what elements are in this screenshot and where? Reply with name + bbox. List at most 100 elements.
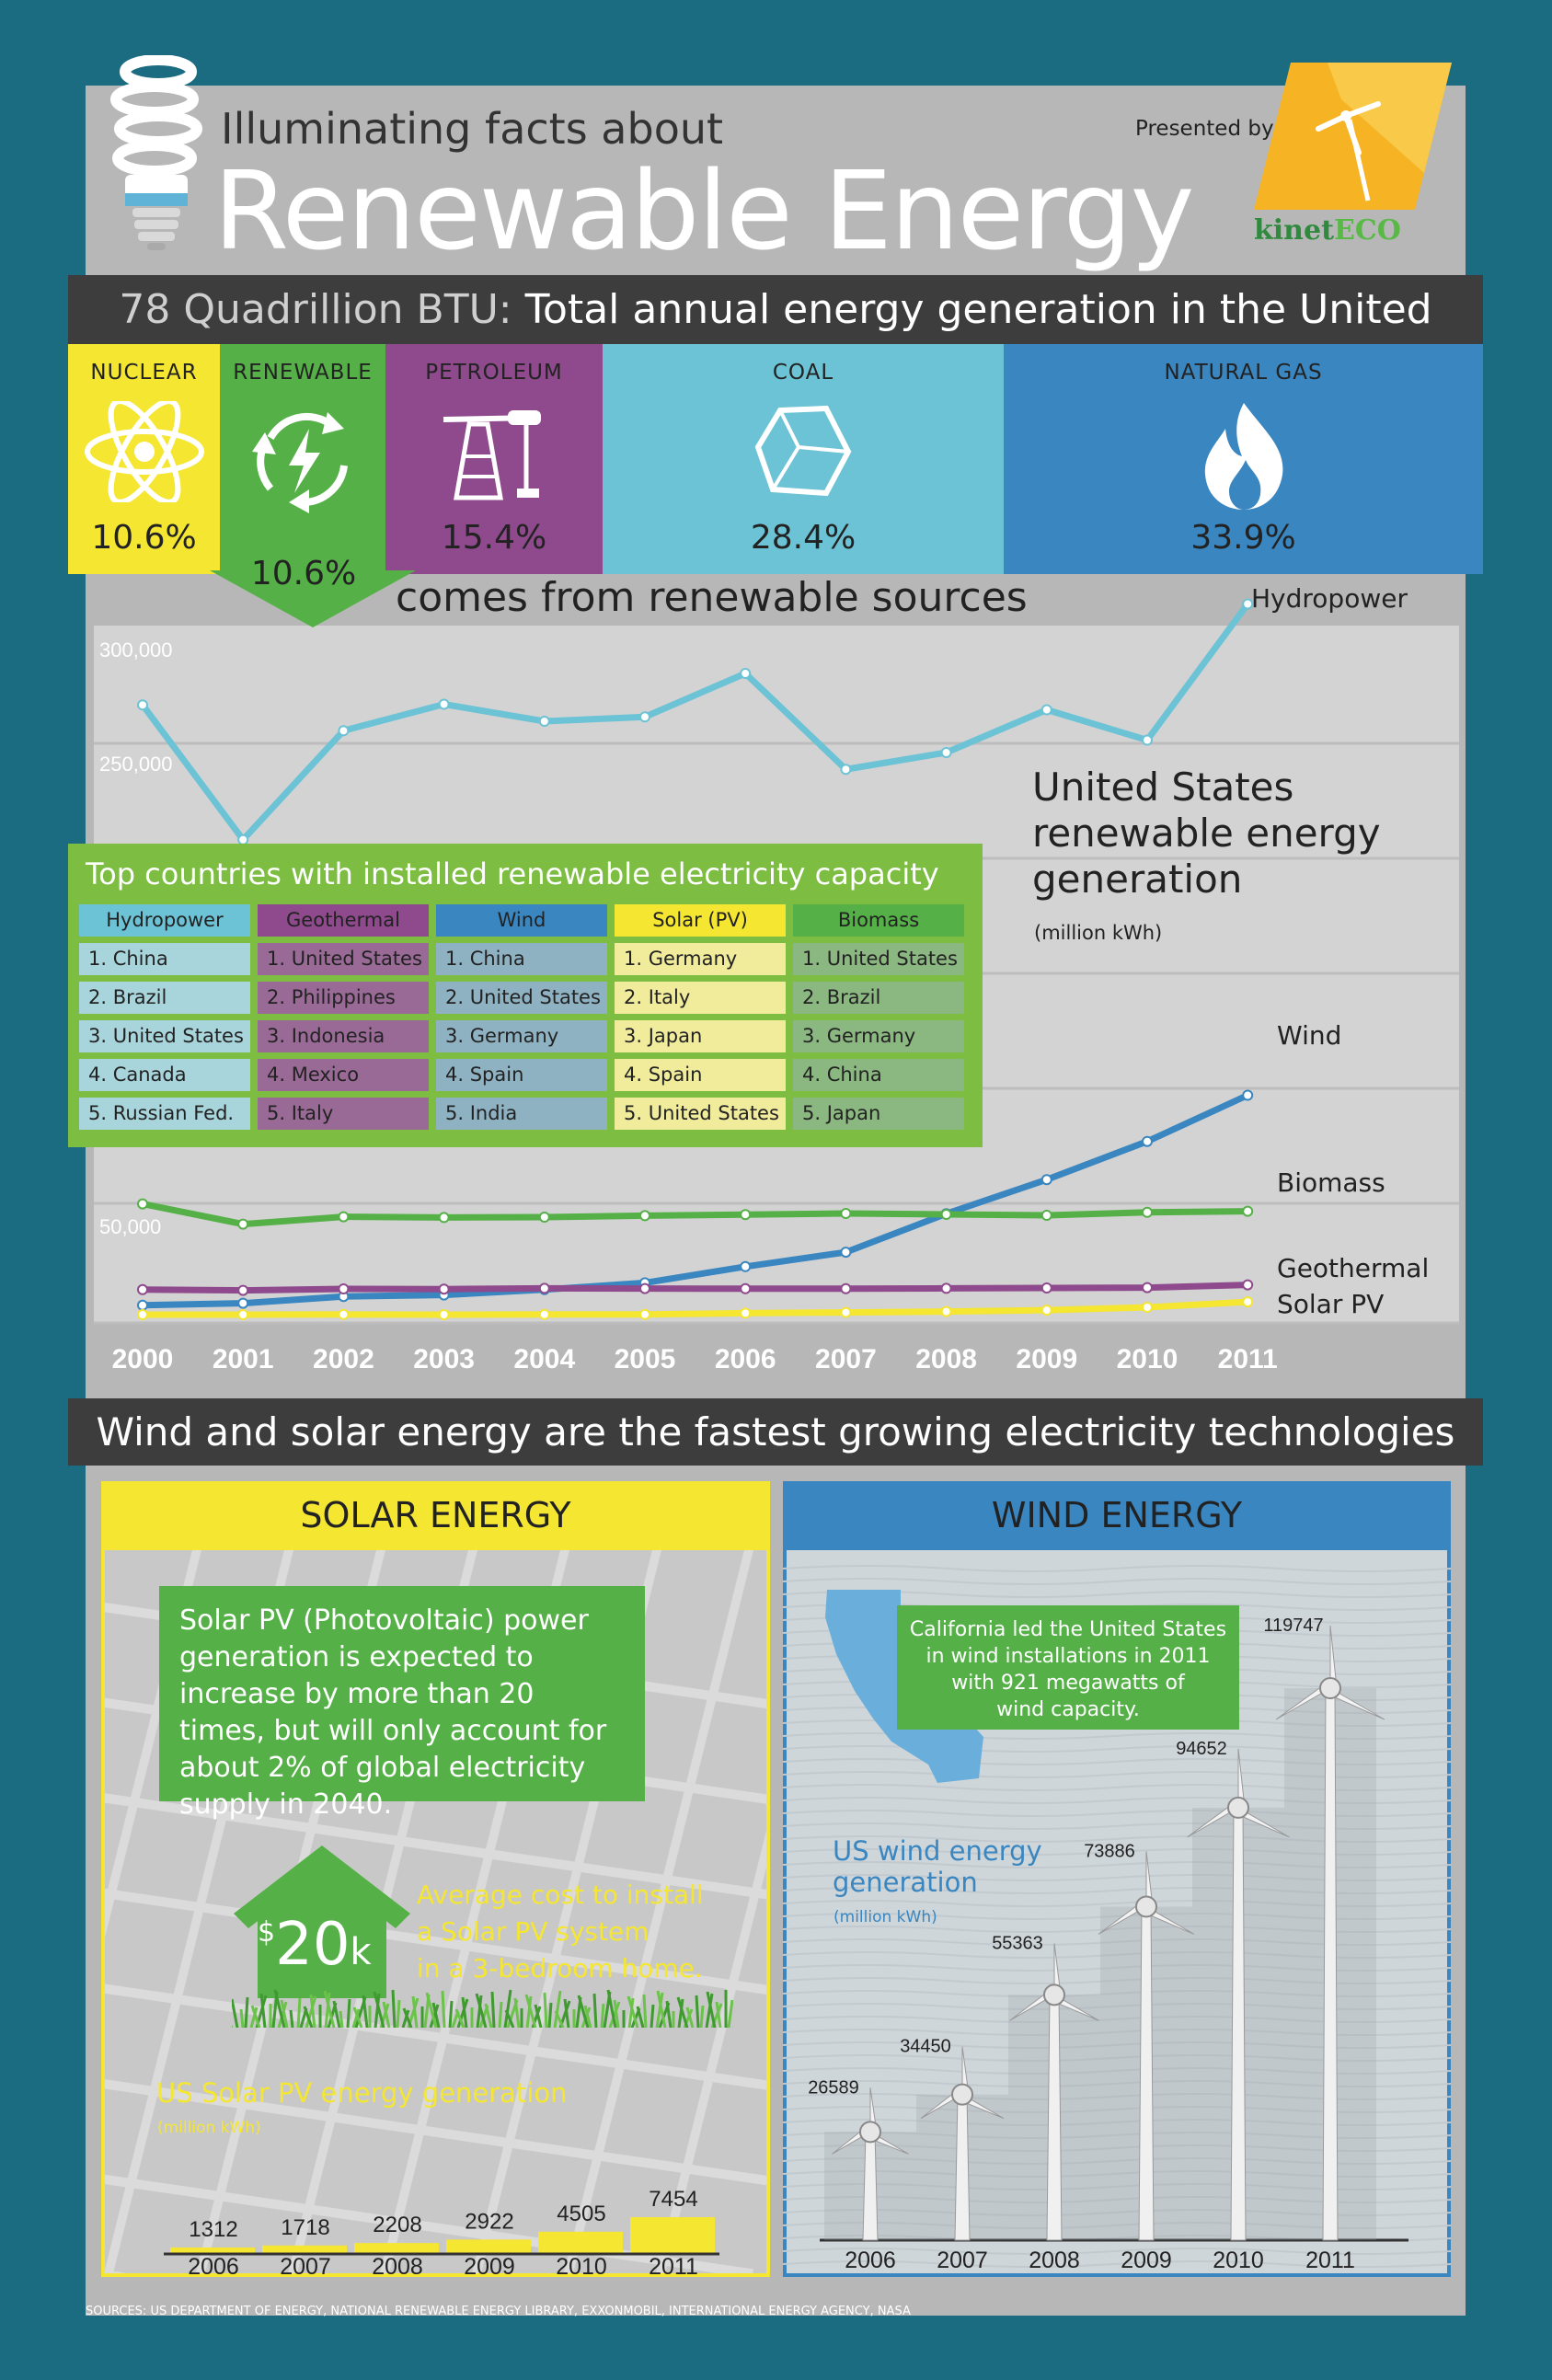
grass-blade xyxy=(484,2003,493,2028)
solar-bar xyxy=(630,2217,715,2254)
wave-line xyxy=(783,2260,1451,2268)
grass-blade xyxy=(525,1995,533,2028)
solar-x-label: 2007 xyxy=(280,2254,331,2280)
grass-blade xyxy=(431,2002,441,2028)
grass-blade xyxy=(232,1998,239,2028)
solar-bar-label: 1718 xyxy=(281,2215,329,2240)
grass-blade xyxy=(627,1997,635,2028)
country-cell: 3. Japan xyxy=(615,1020,786,1052)
column-header: Wind xyxy=(436,904,607,937)
grass-blade xyxy=(454,2008,466,2028)
turbine-hub xyxy=(951,2083,973,2106)
grass-blade xyxy=(352,2006,363,2028)
grass-blade xyxy=(650,2004,655,2028)
grass-blade xyxy=(547,2002,553,2028)
column-header: Hydropower xyxy=(79,904,250,937)
grass-blade xyxy=(705,1993,714,2028)
sources-footer: SOURCES: US DEPARTMENT OF ENERGY, NATION… xyxy=(86,2305,911,2318)
solar-bar xyxy=(538,2231,623,2254)
grass-blade xyxy=(309,1994,316,2028)
country-cell: 4. Spain xyxy=(436,1059,607,1091)
grass-blade xyxy=(411,1995,419,2028)
grass-blade xyxy=(655,1992,664,2028)
growth-bar: Wind and solar energy are the fastest gr… xyxy=(68,1398,1483,1466)
avg-cost-line: in a 3-bedroom home. xyxy=(417,1953,703,1983)
country-cell: 4. Mexico xyxy=(258,1059,429,1091)
grass-blade xyxy=(683,2008,694,2028)
turbine-hub xyxy=(1227,1796,1249,1819)
country-cell: 4. Canada xyxy=(79,1059,250,1091)
avg-cost-line: Average cost to install xyxy=(417,1880,704,1910)
grass-blade xyxy=(346,1998,351,2028)
grass-blade xyxy=(475,1993,488,2028)
grass-decoration xyxy=(232,1989,733,2028)
top-countries-column: Geothermal 1. United States 2. Philippines… xyxy=(258,904,429,1130)
grass-blade xyxy=(280,1999,289,2028)
grass-blade xyxy=(543,1992,548,2028)
grass-blade xyxy=(396,1999,401,2028)
grass-blade xyxy=(695,1995,700,2028)
wind-value-label: 34450 xyxy=(900,2037,951,2057)
solar-bar xyxy=(354,2243,439,2254)
solar-bar-label: 2208 xyxy=(373,2213,421,2237)
grass-blade xyxy=(513,1997,521,2028)
grass-blade xyxy=(706,1991,717,2028)
wind-x-label: 2008 xyxy=(1029,2248,1080,2273)
country-cell: 2. Brazil xyxy=(79,982,250,1014)
solar-bar xyxy=(170,2247,255,2254)
solar-bar-label: 7454 xyxy=(649,2187,697,2212)
grass-blade xyxy=(289,2009,294,2028)
renewable-sources-text: comes from renewable sources xyxy=(396,574,1028,621)
chart-unit: (million kWh) xyxy=(1034,922,1163,944)
grass-blade xyxy=(362,1995,369,2028)
grass-blade xyxy=(504,2009,515,2028)
presented-by-label: Presented by xyxy=(1135,117,1274,141)
solar-fact-box: Solar PV (Photovoltaic) power generation… xyxy=(159,1586,645,1821)
grass-blade xyxy=(685,2006,695,2028)
atom-icon xyxy=(84,401,204,502)
grass-blade xyxy=(303,2006,314,2028)
chart-title: United States renewable energy generatio… xyxy=(1032,765,1381,902)
wind-turbine xyxy=(1187,1748,1290,2241)
grass-blade xyxy=(676,1996,689,2028)
turbine-tower xyxy=(954,2094,971,2241)
country-cell: 3. United States xyxy=(79,1020,250,1052)
wind-turbine xyxy=(1098,1851,1195,2241)
grass-blade xyxy=(391,1989,397,2028)
wind-turbine xyxy=(1275,1625,1385,2241)
header-subtitle: Illuminating facts about xyxy=(221,104,724,154)
renewable-arrow xyxy=(210,570,416,627)
mix-label: PETROLEUM xyxy=(425,361,563,385)
mix-percent: 33.9% xyxy=(1190,519,1296,557)
top-countries-table: Top countries with installed renewable e… xyxy=(68,844,983,1147)
grass-blade xyxy=(448,2000,454,2028)
solar-pv-bar-chart: 1312 1718 2208 2922 4505 7454 xyxy=(164,2187,719,2256)
wind-x-label: 2010 xyxy=(1213,2248,1264,2273)
page-title: Renewable Energy xyxy=(213,147,1194,274)
pv-chart-title: US Solar PV energy generation xyxy=(156,2077,568,2109)
wind-x-label: 2007 xyxy=(937,2248,988,2273)
grass-blade xyxy=(600,2003,605,2028)
total-generation-bar: 78 Quadrillion BTU: Total annual energy … xyxy=(68,275,1483,402)
wind-value-label: 94652 xyxy=(1176,1739,1227,1759)
grass-blade xyxy=(259,1993,267,2028)
country-cell: 2. Italy xyxy=(615,982,786,1014)
grass-blade xyxy=(249,2006,259,2028)
grass-blade xyxy=(613,1999,620,2028)
country-cell: 2. Brazil xyxy=(793,982,964,1014)
wind-turbine xyxy=(824,2087,916,2241)
country-cell: 5. Russian Fed. xyxy=(79,1098,250,1130)
grass-blade xyxy=(498,2001,503,2028)
mix-label: NATURAL GAS xyxy=(1164,361,1323,385)
country-cell: 1. Germany xyxy=(615,943,786,975)
grass-blade xyxy=(244,1996,249,2028)
california-fact-line: with 921 megawatts of xyxy=(951,1672,1185,1695)
kineteco-logo xyxy=(1254,63,1452,210)
mix-nuclear: NUCLEAR 10.6% xyxy=(68,344,220,574)
top-countries-title: Top countries with installed renewable e… xyxy=(86,857,939,891)
wind-chart-unit: (million kWh) xyxy=(833,1908,937,1926)
grass-blade xyxy=(401,2009,410,2028)
country-cell: 1. United States xyxy=(258,943,429,975)
grass-blade xyxy=(250,2005,261,2028)
mix-percent: 10.6% xyxy=(91,519,197,557)
